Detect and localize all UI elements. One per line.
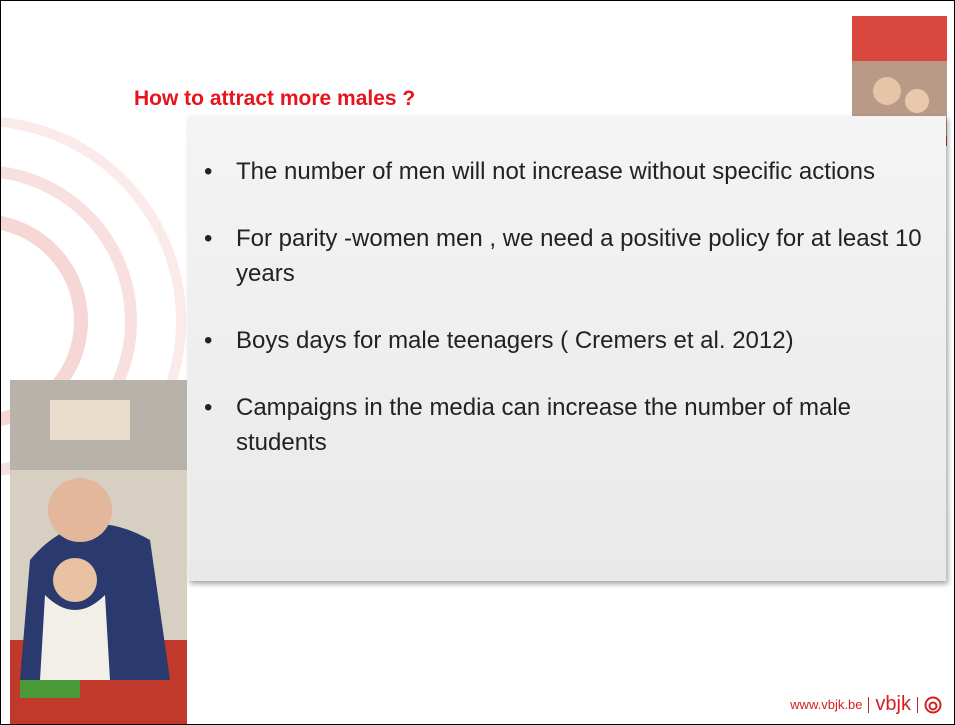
bullet-item: The number of men will not increase with…	[204, 154, 934, 189]
bullet-item: For parity -women men , we need a positi…	[204, 221, 934, 291]
slide: How to attract more males ? The number o…	[0, 0, 955, 725]
footer: www.vbjk.be vbjk	[790, 693, 942, 716]
bullet-item: Campaigns in the media can increase the …	[204, 390, 934, 460]
slide-title: How to attract more males ?	[134, 87, 415, 111]
bullet-list: The number of men will not increase with…	[204, 154, 934, 492]
photo	[10, 380, 187, 725]
separator	[868, 697, 869, 713]
bullet-panel: The number of men will not increase with…	[188, 116, 946, 581]
bullet-item: Boys days for male teenagers ( Cremers e…	[204, 323, 934, 358]
footer-brand: vbjk	[875, 693, 911, 716]
footer-url: www.vbjk.be	[790, 697, 862, 712]
logo	[924, 696, 942, 714]
separator	[917, 697, 918, 713]
